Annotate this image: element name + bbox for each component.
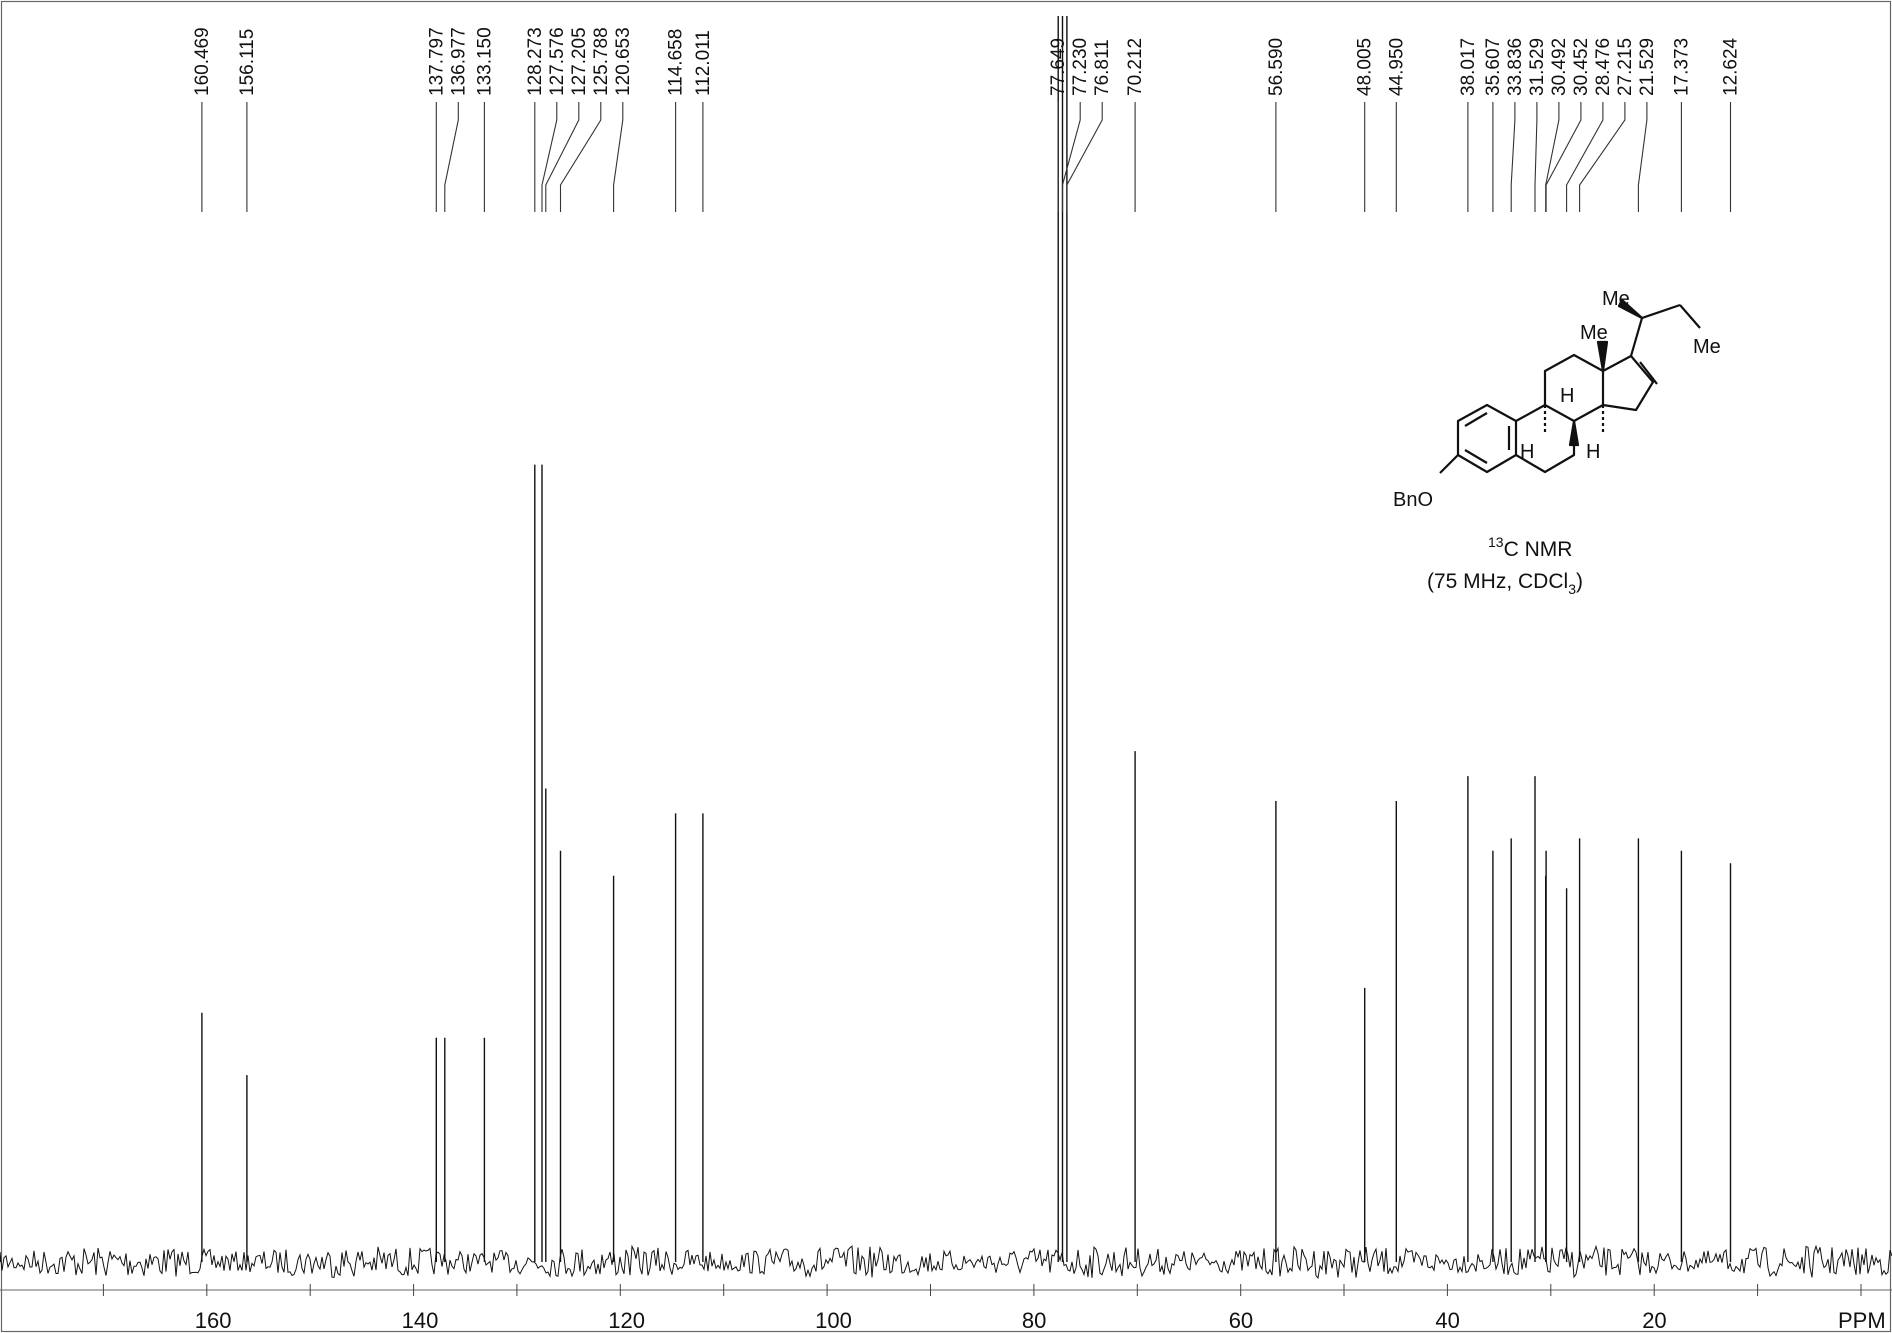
peak-label: 120.653 <box>613 27 634 96</box>
peak-label: 76.811 <box>1092 39 1113 96</box>
peak-label-connector <box>1510 102 1516 212</box>
peak-label: 44.950 <box>1386 38 1407 96</box>
peak-label-connector <box>1534 102 1538 212</box>
molecule-structure <box>1439 298 1701 474</box>
methyl-label-right: Me <box>1693 336 1721 358</box>
x-tick-label: 80 <box>1022 1308 1046 1333</box>
peak-label: 137.797 <box>426 27 447 96</box>
peak-label: 30.452 <box>1571 38 1592 96</box>
peak-label: 128.273 <box>525 27 546 96</box>
peak-label: 77.230 <box>1070 38 1091 96</box>
x-tick-label: 40 <box>1435 1308 1459 1333</box>
peak-label-connector <box>1545 102 1560 212</box>
peak-label: 17.373 <box>1671 38 1692 96</box>
spectrum-baseline <box>0 1244 1892 1280</box>
peak-label-connector <box>1579 102 1626 212</box>
x-tick-label: 60 <box>1229 1308 1253 1333</box>
peak-label: 31.529 <box>1527 38 1548 96</box>
peak-label-connectors <box>201 102 1732 212</box>
hydrogen-label-2: H <box>1520 441 1534 463</box>
peak-label: 160.469 <box>192 27 213 96</box>
peak-label: 127.576 <box>547 27 568 96</box>
methyl-label-angular: Me <box>1580 322 1608 344</box>
peak-label: 112.011 <box>693 30 714 96</box>
peak-label: 156.115 <box>237 29 258 96</box>
nmr-caption-line2: (75 MHz, CDCl3) <box>1427 570 1583 597</box>
peak-label-connector <box>545 102 580 212</box>
peak-label: 125.788 <box>591 27 612 96</box>
peak-label: 30.492 <box>1549 38 1570 96</box>
peak-label-connector <box>1637 102 1648 212</box>
x-tick-label: 160 <box>195 1308 232 1333</box>
peak-label: 127.205 <box>569 27 590 96</box>
peak-label-connector <box>444 102 459 212</box>
peak-labels: 160.469 156.115 137.797 136.977 133.150 128.2… <box>192 27 1742 96</box>
peak-label: 136.977 <box>448 27 469 96</box>
methyl-label-top: Me <box>1602 288 1630 310</box>
peak-label: 33.836 <box>1505 38 1526 96</box>
peak-lines <box>201 16 1732 1262</box>
peak-label: 133.150 <box>474 27 495 96</box>
nucleus-superscript: 13 <box>1488 534 1504 550</box>
benzyloxy-label: BnO <box>1393 489 1433 511</box>
x-tick-label: 140 <box>402 1308 439 1333</box>
hydrogen-label-3: H <box>1586 441 1600 463</box>
peak-label-connector <box>559 102 602 212</box>
conditions-subscript: 3 <box>1568 581 1576 597</box>
conditions-text: (75 MHz, CDCl <box>1427 570 1568 593</box>
peak-label-connector <box>1061 102 1081 212</box>
peak-label: 114.658 <box>666 29 687 96</box>
conditions-close: ) <box>1576 570 1583 593</box>
peak-label-connector <box>541 102 558 212</box>
peak-label: 56.590 <box>1266 38 1287 96</box>
x-tick-label: 20 <box>1642 1308 1666 1333</box>
peak-label: 21.529 <box>1637 38 1658 96</box>
x-axis: 160 140 120 100 80 60 40 20 <box>0 1284 1892 1333</box>
peak-label: 48.005 <box>1355 38 1376 96</box>
peak-label-connector <box>1566 102 1604 212</box>
nmr-caption-line1: 13C NMR <box>1488 534 1572 561</box>
peak-label-connector <box>1545 102 1582 212</box>
peak-label: 77.649 <box>1048 38 1069 96</box>
peak-label: 35.607 <box>1483 38 1504 96</box>
peak-label: 70.212 <box>1125 38 1146 96</box>
hydrogen-label-1: H <box>1560 385 1574 407</box>
peak-label-connector <box>1066 102 1103 212</box>
x-tick-label: 120 <box>608 1308 645 1333</box>
x-tick-label: 100 <box>815 1308 852 1333</box>
peak-label-connector <box>613 102 624 212</box>
peak-label: 27.215 <box>1615 38 1636 96</box>
x-axis-label: PPM <box>1838 1308 1886 1333</box>
peak-label: 12.624 <box>1721 37 1742 96</box>
nucleus-text: C NMR <box>1504 538 1573 561</box>
peak-label: 28.476 <box>1593 38 1614 96</box>
peak-label: 38.017 <box>1458 38 1479 96</box>
